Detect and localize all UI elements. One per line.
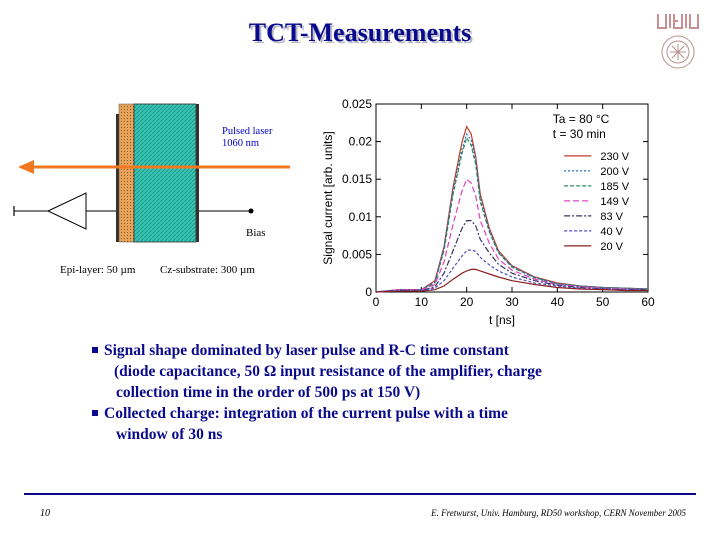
laser-label-line1: Pulsed laser [222,126,273,137]
y-tick-label: 0 [365,285,372,299]
laser-label: Pulsed laser 1060 nm [222,126,272,150]
chart-annotation-time: t = 30 min [553,127,606,141]
y-tick-label: 0.025 [342,97,372,111]
bullet-list: Signal shape dominated by laser pulse an… [92,340,612,445]
bullet-2-line-1: Collected charge: integration of the cur… [104,405,508,422]
y-tick-label: 0.015 [342,172,372,186]
legend-entry: 230 V [600,151,629,163]
legend-entry: 185 V [600,181,629,193]
x-tick-label: 50 [596,295,610,309]
laser-label-line2: 1060 nm [222,138,260,149]
amplifier-icon [46,192,87,230]
epi-layer-label: Epi-layer: 50 µm [60,264,136,276]
series-line [375,220,648,293]
plot-frame [375,103,649,293]
x-tick-label: 10 [415,295,429,309]
cz-substrate-label: Cz-substrate: 300 µm [160,264,255,276]
bullet-1-line-2: (diode capacitance, 50 Ω input resistanc… [114,363,542,380]
page-number: 10 [40,508,50,519]
x-tick-label: 40 [551,295,565,309]
epi-layer [118,103,135,243]
bias-label: Bias [246,227,266,239]
y-tick-label: 0.02 [349,135,373,149]
series-line [375,268,648,293]
university-logo [657,14,699,69]
bullet-marker [92,347,98,353]
bullet-marker [92,410,98,416]
tct-setup-diagram [13,103,290,243]
x-tick-label: 60 [641,295,655,309]
series-line [375,249,649,293]
laser-arrow-head [18,160,34,174]
footer-divider [24,493,696,495]
x-tick-label: 30 [505,295,519,309]
legend-entry: 83 V [600,211,623,223]
electrode-left [116,114,119,242]
series-line [375,178,649,293]
y-tick-label: 0.005 [342,247,372,261]
x-tick-label: 20 [460,295,474,309]
legend-entry: 40 V [600,226,623,238]
chart-annotation-temp: Ta = 80 °C [553,112,610,126]
x-tick-label: 0 [373,295,380,309]
legend-entry: 20 V [600,241,623,253]
bullet-item: Signal shape dominated by laser pulse an… [92,340,612,403]
footer-credit: E. Fretwurst, Univ. Hamburg, RD50 worksh… [431,508,686,518]
cz-substrate [133,103,197,243]
x-axis-label: t [ns] [489,313,515,327]
bullet-1-line-3: collection time in the order of 500 ps a… [116,384,421,401]
bias-terminal [248,208,254,214]
legend-entry: 200 V [600,166,629,178]
y-tick-label: 0.01 [349,210,373,224]
legend-entry: 149 V [600,196,629,208]
electrode-right [196,104,199,242]
y-axis-label: Signal current [arb. units] [321,131,335,264]
signal-current-chart: 0 0.005 0.01 0.015 0.02 0.025 0 10 20 30 40 50 60 t [… [321,97,655,327]
bullet-2-line-2: window of 30 ns [116,426,223,443]
bullet-1-line-1: Signal shape dominated by laser pulse an… [104,342,509,359]
bullet-item: Collected charge: integration of the cur… [92,403,612,445]
slide-title: TCT-Measurements [248,18,472,47]
